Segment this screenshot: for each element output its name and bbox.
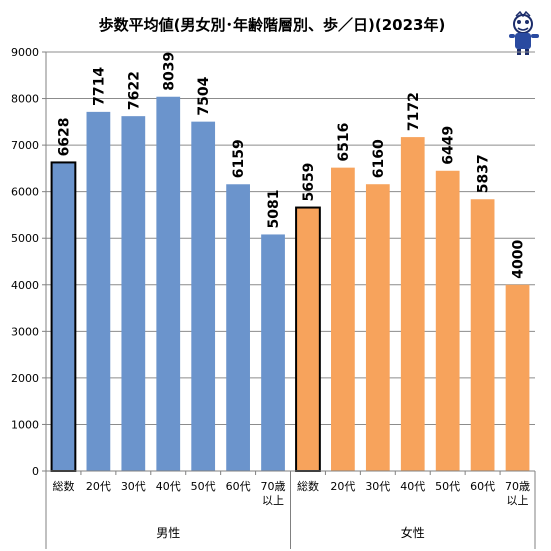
y-tick-label: 9000 [11,46,39,59]
x-tick-label: 以上 [507,494,529,507]
group-label: 女性 [401,525,425,540]
y-tick-label: 7000 [11,139,39,152]
data-label: 7714 [91,67,107,106]
bar [226,184,250,471]
bar [156,96,181,471]
x-tick-label: 30代 [365,480,390,493]
x-tick-label: 50代 [191,480,216,493]
bar [435,170,460,471]
chart-title: 歩数平均値(男女別･年齢階層別、歩／日)(2023年) [99,16,446,34]
x-tick-label: 60代 [470,480,495,493]
bar [400,137,425,471]
x-tick-label: 以上 [262,494,284,507]
data-label: 5081 [266,189,282,228]
bar [505,284,530,471]
data-label: 7172 [406,92,422,131]
data-label: 6449 [441,126,457,165]
y-tick-label: 5000 [11,232,39,245]
x-tick-label: 60代 [226,480,251,493]
data-label: 7504 [196,76,212,115]
x-tick-label: 50代 [435,480,460,493]
x-tick-label: 30代 [121,480,146,493]
y-tick-label: 8000 [11,93,39,106]
y-tick-label: 2000 [11,372,39,385]
bar [295,206,321,472]
x-tick-label: 総数 [297,479,319,493]
data-labels: 6628 7714 7622 8039 7504 6159 5081 5659 6516 6160… [56,52,526,279]
y-axis: 0 1000 2000 3000 4000 5000 6000 7000 8000 9000 [11,46,47,478]
y-tick-label: 1000 [11,418,39,431]
bar [470,199,495,471]
x-tick-label: 20代 [330,480,355,493]
data-label: 6160 [371,139,387,178]
y-tick-label: 3000 [11,325,39,338]
bar [121,116,146,471]
y-tick-label: 4000 [11,279,39,292]
y-tick-label: 0 [32,465,39,478]
x-tick-label: 20代 [86,480,111,493]
mascot-icon [509,10,539,55]
data-label: 6159 [231,139,247,178]
data-label: 5659 [301,163,317,202]
bar [86,111,111,471]
data-label: 8039 [161,52,177,91]
group-label: 男性 [156,526,180,540]
x-tick-label: 総数 [52,479,74,493]
data-label: 6516 [336,123,352,162]
bar [331,167,355,472]
data-label: 6628 [56,117,72,156]
grid-lines [46,51,535,472]
x-tick-label: 70歳 [505,480,530,493]
data-label: 7622 [126,71,142,110]
bar [50,161,77,472]
bar [365,184,390,471]
x-tick-label: 40代 [156,480,181,493]
y-tick-label: 6000 [11,186,39,199]
bar [191,121,216,472]
bar [261,234,285,471]
bars [50,96,530,472]
x-tick-label: 70歳 [261,480,286,493]
data-label: 4000 [511,240,527,279]
x-tick-label: 40代 [400,480,425,493]
data-label: 5837 [476,154,492,193]
